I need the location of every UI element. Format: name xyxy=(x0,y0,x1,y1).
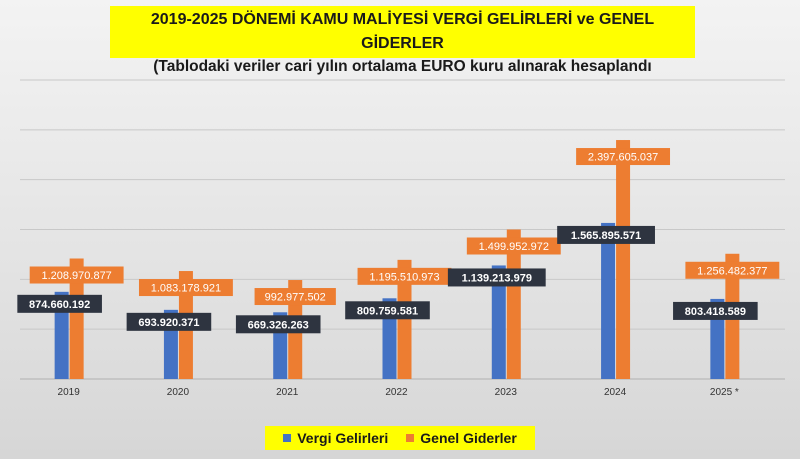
data-label-bg-gider xyxy=(466,237,561,255)
data-label-bg-vergi xyxy=(17,294,102,313)
legend-swatch-vergi xyxy=(283,434,292,442)
data-label-gider: 1.208.970.877 xyxy=(41,270,111,282)
legend-label-gider: Genel Giderler xyxy=(420,430,517,446)
legend-item-vergi: Vergi Gelirleri xyxy=(283,430,388,446)
data-label-gider: 992.977.502 xyxy=(265,292,326,304)
x-tick-label: 2022 xyxy=(385,387,408,398)
data-label-bg-vergi xyxy=(235,315,321,334)
data-label-bg-vergi xyxy=(447,268,546,287)
bar-genel-giderler xyxy=(616,140,631,379)
data-label-bg-vergi xyxy=(126,312,212,331)
x-tick-label: 2025 * xyxy=(710,387,739,398)
legend-label-vergi: Vergi Gelirleri xyxy=(297,430,389,446)
data-label-vergi: 809.759.581 xyxy=(357,305,418,317)
bar-genel-giderler xyxy=(69,258,84,379)
data-label-gider: 1.195.510.973 xyxy=(369,271,439,283)
data-label-bg-gider xyxy=(29,266,124,284)
data-label-bg-vergi xyxy=(345,301,430,320)
data-label-vergi: 1.565.895.571 xyxy=(571,230,641,242)
data-label-vergi: 693.920.371 xyxy=(138,317,199,329)
data-label-gider: 1.083.178.921 xyxy=(151,283,221,295)
x-tick-label: 2019 xyxy=(58,387,81,398)
chart-title-box: 2019-2025 DÖNEMİ KAMU MALİYESİ VERGİ GEL… xyxy=(110,6,695,75)
x-tick-label: 2020 xyxy=(167,387,190,398)
x-tick-label: 2023 xyxy=(495,387,518,398)
bar-vergi-gelirleri xyxy=(601,222,616,379)
bar-genel-giderler xyxy=(397,259,412,379)
chart-subtitle: (Tablodaki veriler cari yılın ortalama E… xyxy=(153,58,652,75)
data-label-vergi: 803.418.589 xyxy=(685,306,746,318)
legend-swatch-gider xyxy=(406,434,415,442)
legend-item-gider: Genel Giderler xyxy=(406,430,517,446)
chart-title: 2019-2025 DÖNEMİ KAMU MALİYESİ VERGİ GEL… xyxy=(150,11,655,52)
data-label-bg-gider xyxy=(254,288,336,306)
x-tick-label: 2021 xyxy=(276,387,299,398)
x-tick-label: 2024 xyxy=(604,387,627,398)
data-label-gider: 1.256.482.377 xyxy=(697,265,767,277)
data-label-bg-gider xyxy=(576,148,671,166)
data-label-bg-gider xyxy=(685,261,780,279)
data-label-gider: 1.499.952.972 xyxy=(479,241,549,253)
data-label-vergi: 874.660.192 xyxy=(29,299,90,311)
data-label-bg-vergi xyxy=(557,225,655,244)
data-label-gider: 2.397.605.037 xyxy=(588,152,658,164)
bar-vergi-gelirleri xyxy=(491,265,506,379)
bar-chart: 2019 1.208.970.877 874.660.192 2020 1.083.17… xyxy=(17,79,785,398)
data-label-vergi: 1.139.213.979 xyxy=(462,272,532,284)
data-label-vergi: 669.326.263 xyxy=(248,319,309,331)
data-label-bg-vergi xyxy=(673,301,758,320)
bar-genel-giderler xyxy=(506,229,521,379)
chart-legend: Vergi Gelirleri Genel Giderler xyxy=(265,426,535,450)
bar-vergi-gelirleri xyxy=(54,291,69,379)
data-label-bg-gider xyxy=(357,267,452,285)
data-label-bg-gider xyxy=(138,279,233,297)
